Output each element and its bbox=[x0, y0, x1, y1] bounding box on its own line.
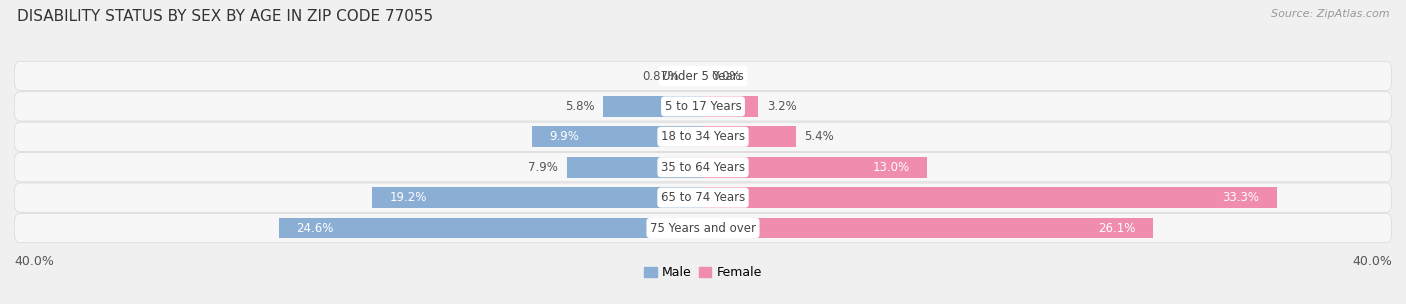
Text: 18 to 34 Years: 18 to 34 Years bbox=[661, 130, 745, 143]
Text: Source: ZipAtlas.com: Source: ZipAtlas.com bbox=[1271, 9, 1389, 19]
Legend: Male, Female: Male, Female bbox=[640, 261, 766, 284]
Text: 0.0%: 0.0% bbox=[711, 70, 741, 82]
Text: 40.0%: 40.0% bbox=[14, 255, 53, 268]
Text: DISABILITY STATUS BY SEX BY AGE IN ZIP CODE 77055: DISABILITY STATUS BY SEX BY AGE IN ZIP C… bbox=[17, 9, 433, 24]
Text: 33.3%: 33.3% bbox=[1222, 191, 1260, 204]
Bar bbox=[703, 126, 796, 147]
Text: 65 to 74 Years: 65 to 74 Years bbox=[661, 191, 745, 204]
FancyBboxPatch shape bbox=[14, 92, 1392, 121]
Text: 26.1%: 26.1% bbox=[1098, 222, 1135, 234]
FancyBboxPatch shape bbox=[14, 183, 1392, 212]
Text: 5 to 17 Years: 5 to 17 Years bbox=[665, 100, 741, 113]
FancyBboxPatch shape bbox=[14, 153, 1392, 182]
Text: 24.6%: 24.6% bbox=[297, 222, 333, 234]
Text: 13.0%: 13.0% bbox=[873, 161, 910, 174]
Text: 9.9%: 9.9% bbox=[550, 130, 579, 143]
Bar bbox=[280, 218, 703, 238]
FancyBboxPatch shape bbox=[14, 61, 1392, 91]
Bar bbox=[703, 157, 927, 178]
Text: 75 Years and over: 75 Years and over bbox=[650, 222, 756, 234]
Bar bbox=[688, 66, 703, 86]
Text: 35 to 64 Years: 35 to 64 Years bbox=[661, 161, 745, 174]
Bar bbox=[533, 126, 703, 147]
Text: 0.87%: 0.87% bbox=[643, 70, 679, 82]
FancyBboxPatch shape bbox=[14, 213, 1392, 243]
Text: 5.4%: 5.4% bbox=[804, 130, 834, 143]
Bar bbox=[703, 96, 758, 117]
Text: 19.2%: 19.2% bbox=[389, 191, 427, 204]
Bar bbox=[603, 96, 703, 117]
Text: 7.9%: 7.9% bbox=[529, 161, 558, 174]
Text: 3.2%: 3.2% bbox=[766, 100, 796, 113]
Bar bbox=[567, 157, 703, 178]
FancyBboxPatch shape bbox=[14, 122, 1392, 151]
Bar bbox=[703, 218, 1153, 238]
Bar bbox=[703, 187, 1277, 208]
Bar bbox=[373, 187, 703, 208]
Text: Under 5 Years: Under 5 Years bbox=[662, 70, 744, 82]
Text: 5.8%: 5.8% bbox=[565, 100, 595, 113]
Text: 40.0%: 40.0% bbox=[1353, 255, 1392, 268]
